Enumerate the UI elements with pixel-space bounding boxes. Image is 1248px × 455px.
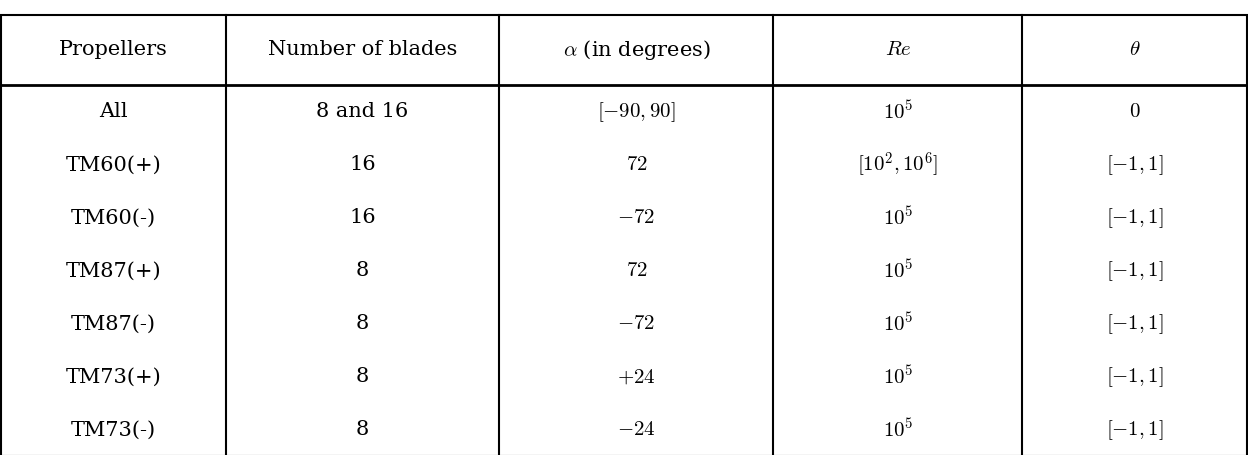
Text: $72$: $72$ — [625, 261, 648, 280]
Text: TM73(+): TM73(+) — [66, 367, 161, 386]
Text: $-24$: $-24$ — [618, 420, 655, 440]
Text: $[-90, 90]$: $[-90, 90]$ — [598, 100, 675, 124]
Text: $\alpha$ (in degrees): $\alpha$ (in degrees) — [563, 38, 710, 62]
Text: $10^5$: $10^5$ — [882, 206, 914, 229]
Text: $10^5$: $10^5$ — [882, 100, 914, 123]
Text: $[-1, 1]$: $[-1, 1]$ — [1106, 153, 1163, 177]
Text: TM87(+): TM87(+) — [66, 261, 161, 280]
Text: $[-1, 1]$: $[-1, 1]$ — [1106, 365, 1163, 389]
Text: $[-1, 1]$: $[-1, 1]$ — [1106, 312, 1163, 336]
Text: $[-1, 1]$: $[-1, 1]$ — [1106, 418, 1163, 442]
Text: TM87(-): TM87(-) — [71, 314, 156, 334]
Text: 8: 8 — [356, 261, 369, 280]
Text: $[-1, 1]$: $[-1, 1]$ — [1106, 259, 1163, 283]
Text: $[-1, 1]$: $[-1, 1]$ — [1106, 206, 1163, 230]
Text: 8: 8 — [356, 314, 369, 334]
Text: 8: 8 — [356, 420, 369, 440]
Text: $+24$: $+24$ — [618, 367, 655, 386]
Text: $-72$: $-72$ — [618, 314, 655, 334]
Text: $[10^2, 10^6]$: $[10^2, 10^6]$ — [857, 150, 938, 179]
Text: All: All — [99, 102, 127, 121]
Text: TM60(+): TM60(+) — [66, 155, 161, 174]
Text: $10^5$: $10^5$ — [882, 365, 914, 389]
Text: TM60(-): TM60(-) — [71, 208, 156, 228]
Text: Propellers: Propellers — [59, 40, 168, 60]
Text: 8: 8 — [356, 367, 369, 386]
Text: $Re$: $Re$ — [885, 40, 911, 60]
Text: $\theta$: $\theta$ — [1128, 40, 1141, 60]
Text: Number of blades: Number of blades — [268, 40, 457, 60]
Text: $10^5$: $10^5$ — [882, 418, 914, 441]
Text: 8 and 16: 8 and 16 — [317, 102, 408, 121]
Text: $10^5$: $10^5$ — [882, 259, 914, 283]
Text: $-72$: $-72$ — [618, 208, 655, 228]
Text: 16: 16 — [349, 208, 376, 228]
Text: 16: 16 — [349, 155, 376, 174]
Text: $10^5$: $10^5$ — [882, 312, 914, 335]
Text: TM73(-): TM73(-) — [71, 420, 156, 440]
Text: $0$: $0$ — [1128, 102, 1141, 121]
Text: $72$: $72$ — [625, 155, 648, 174]
